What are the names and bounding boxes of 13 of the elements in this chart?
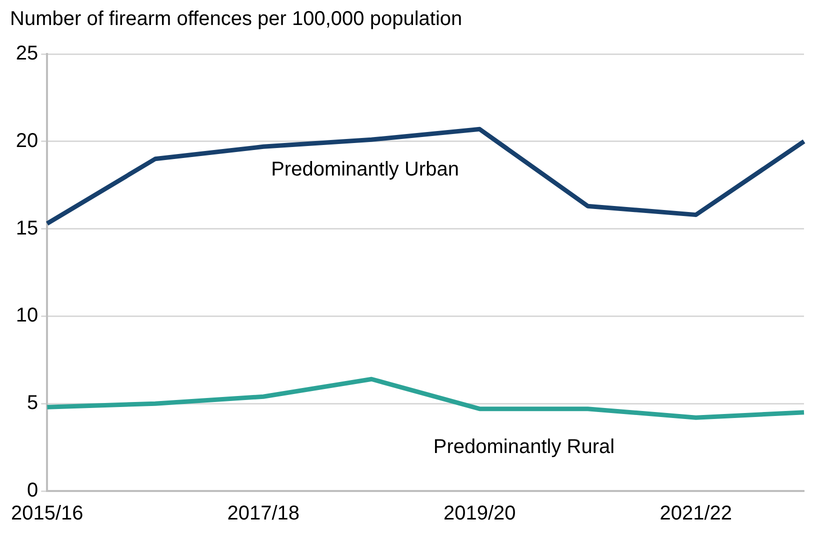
x-tick-label: 2017/18 <box>227 502 300 525</box>
x-tick-label: 2019/20 <box>443 502 516 525</box>
series-label: Predominantly Urban <box>271 158 459 180</box>
x-tick-label: 2015/16 <box>11 502 84 525</box>
y-tick-label: 20 <box>16 130 38 152</box>
y-tick-label: 5 <box>27 392 38 414</box>
y-axis-title: Number of firearm offences per 100,000 population <box>10 8 464 31</box>
series-label: Predominantly Rural <box>433 436 615 458</box>
y-tick-label: 10 <box>16 304 38 327</box>
x-tick-label: 2021/22 <box>660 502 732 525</box>
y-tick-label: 25 <box>16 42 38 65</box>
y-tick-label: 0 <box>27 480 38 502</box>
y-tick-label: 15 <box>16 217 38 240</box>
